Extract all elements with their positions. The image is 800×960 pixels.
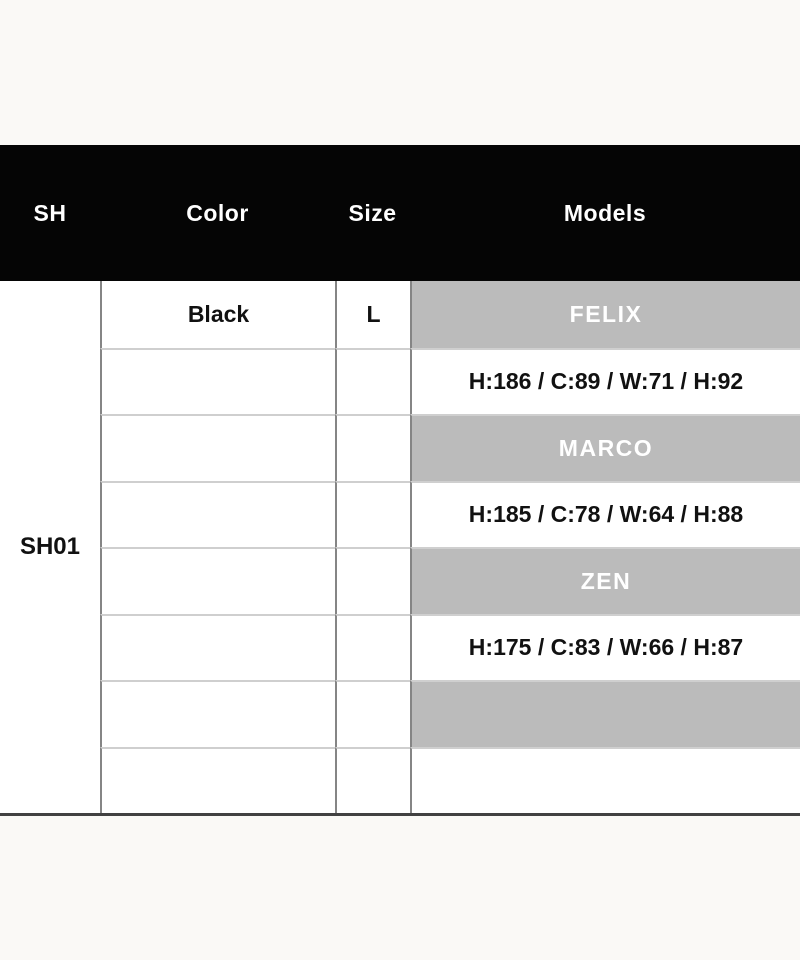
header-col-models: Models (563, 199, 647, 226)
size-cell-empty (335, 680, 410, 747)
color-cell-empty (100, 414, 335, 481)
sh-code-cell: SH01 (0, 281, 100, 813)
header-col-sh: SH (33, 199, 67, 226)
color-cell-empty (100, 480, 335, 547)
color-cell-empty (100, 347, 335, 414)
model-measurements-zen: H:175 / C:83 / W:66 / H:87 (410, 613, 800, 680)
size-cell-empty (335, 347, 410, 414)
size-cell-empty (335, 414, 410, 481)
model-name-zen: ZEN (410, 547, 800, 614)
size-cell-empty (335, 547, 410, 614)
header-col-size: Size (348, 199, 397, 226)
model-measurements-felix: H:186 / C:89 / W:71 / H:92 (410, 347, 800, 414)
model-measurements-marco: H:185 / C:78 / W:64 / H:88 (410, 480, 800, 547)
color-cell-empty (100, 613, 335, 680)
model-band-empty (410, 680, 800, 747)
chart-body: SH01 Black L FELIX H:186 / C:89 / W:71 /… (0, 281, 800, 816)
model-cell-empty (410, 746, 800, 813)
size-cell-empty (335, 613, 410, 680)
color-cell-empty (100, 680, 335, 747)
chart-header: SH Color Size Models (0, 145, 800, 281)
model-name-marco: MARCO (410, 414, 800, 481)
color-cell-empty (100, 746, 335, 813)
size-cell: L (335, 281, 410, 348)
header-col-color: Color (186, 199, 249, 226)
color-cell: Black (100, 281, 335, 348)
color-cell-empty (100, 547, 335, 614)
size-cell-empty (335, 746, 410, 813)
model-name-felix: FELIX (410, 281, 800, 348)
size-cell-empty (335, 480, 410, 547)
